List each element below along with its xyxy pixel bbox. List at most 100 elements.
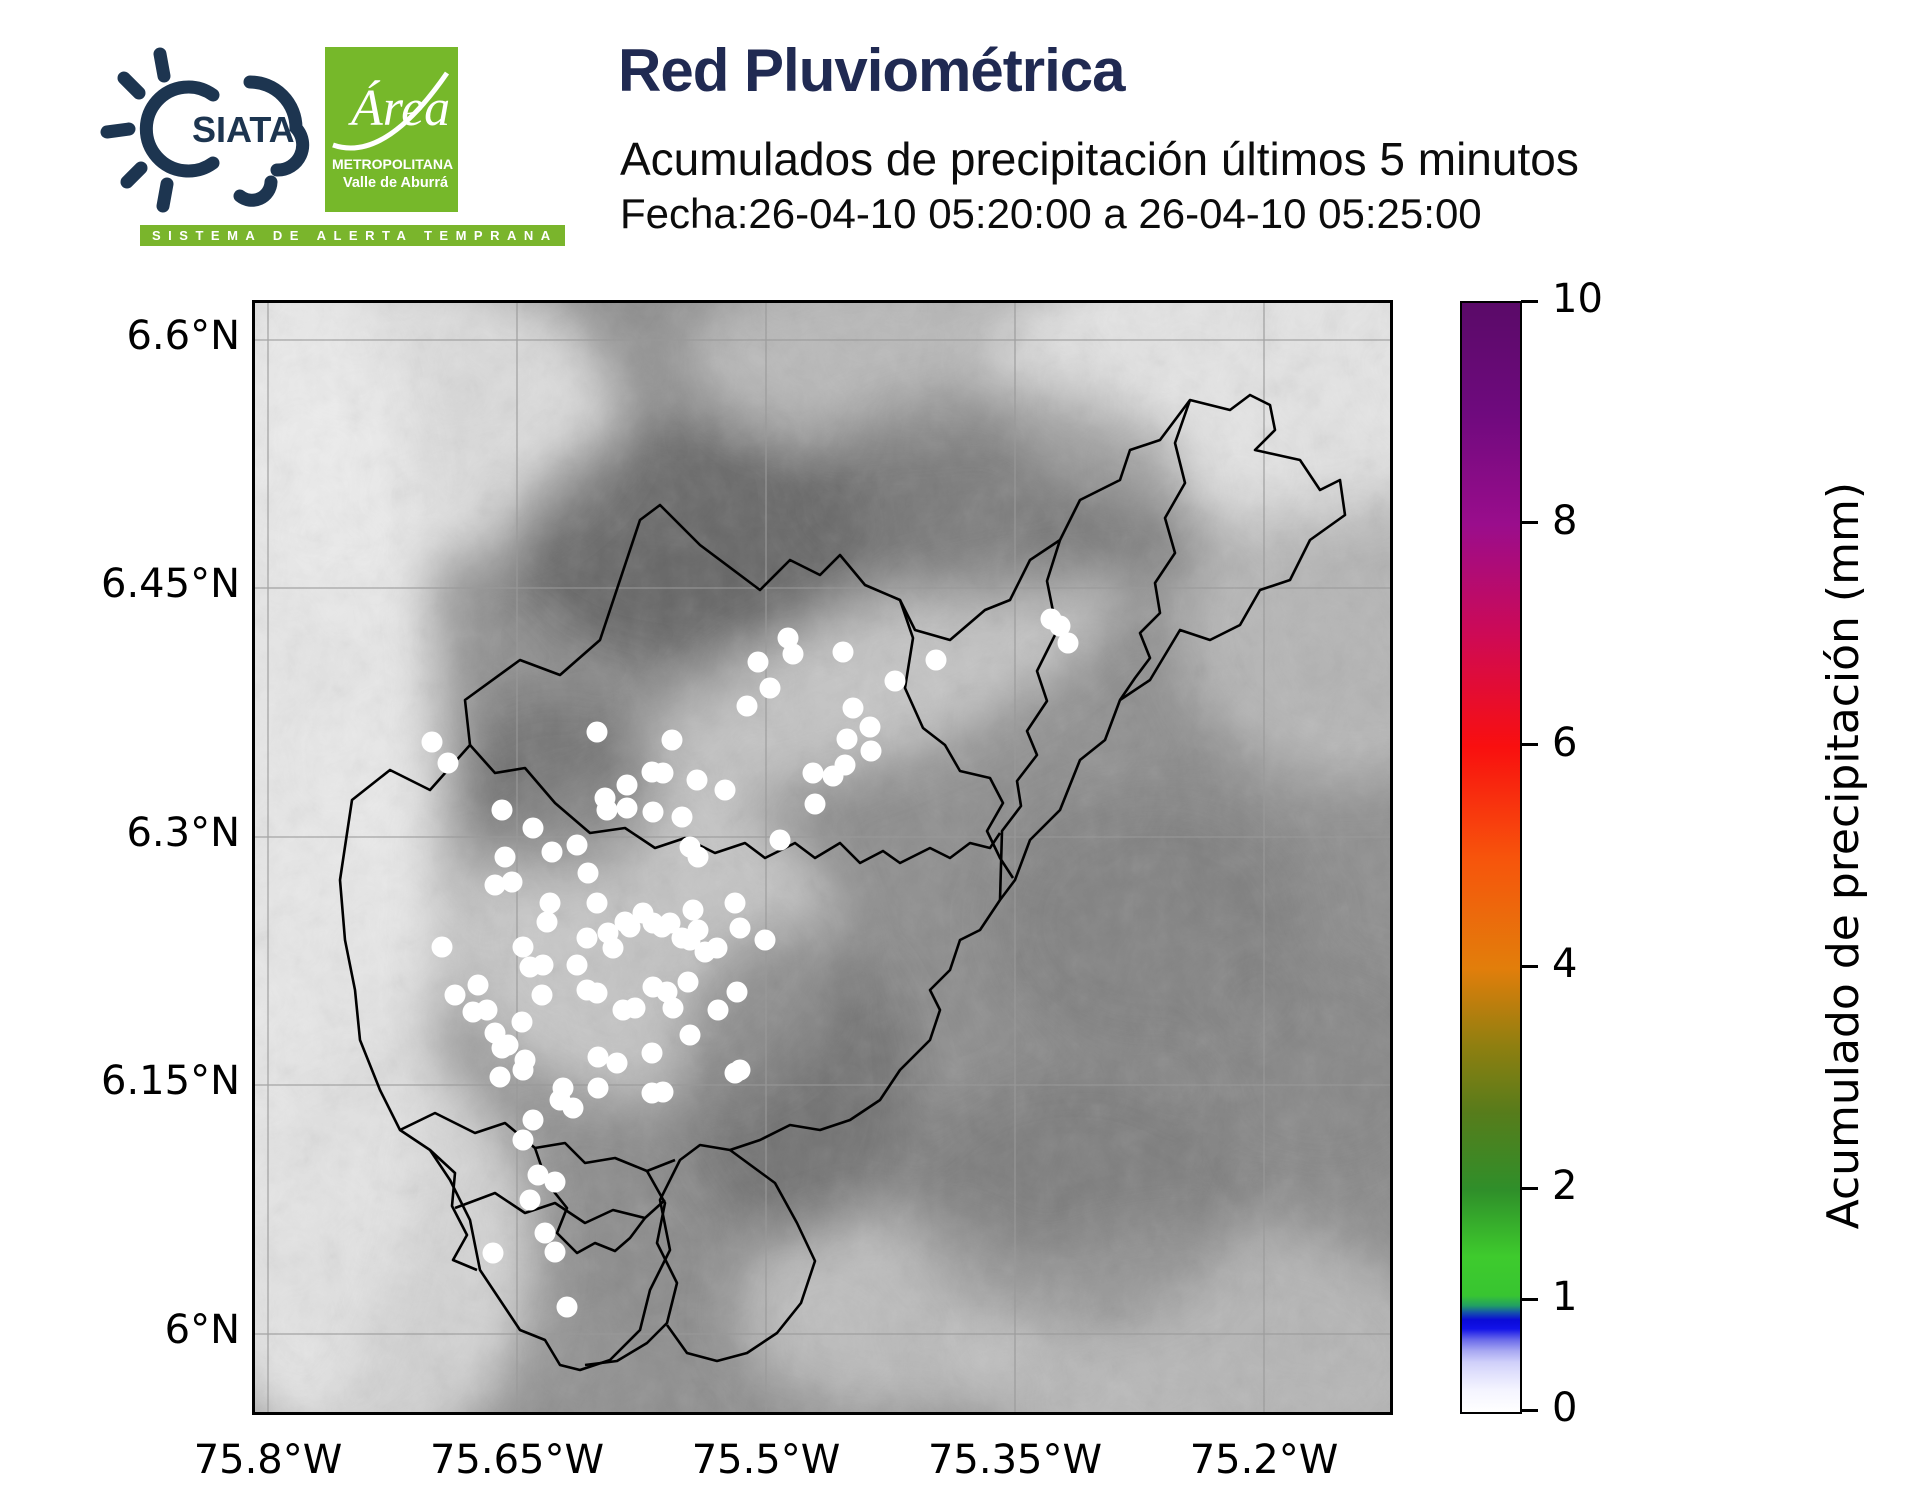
municipality-boundary xyxy=(429,1149,478,1272)
terrain-map xyxy=(255,303,1390,1412)
municipality-boundary xyxy=(454,1191,666,1225)
station-dot xyxy=(539,892,561,914)
colorbar-tick-label: 8 xyxy=(1552,497,1578,544)
station-dot xyxy=(444,984,466,1006)
colorbar-tick-mark xyxy=(1521,521,1538,525)
colorbar-tick-label: 1 xyxy=(1552,1274,1578,1321)
station-dot xyxy=(482,1242,504,1264)
colorbar-tick-mark xyxy=(1521,299,1538,303)
station-dot xyxy=(677,971,699,993)
colorbar-tick-mark xyxy=(1521,1408,1538,1412)
siata-sun-circle xyxy=(139,80,220,178)
station-dot xyxy=(859,716,881,738)
colorbar-axis-label-text: Acumulado de precipitación (mm) xyxy=(1817,481,1869,1230)
station-dot xyxy=(842,697,864,719)
y-tick-label: 6.45°N xyxy=(101,561,240,607)
station-dot xyxy=(512,936,534,958)
colorbar-tick-label: 6 xyxy=(1552,719,1578,766)
station-dot xyxy=(437,752,459,774)
station-dot xyxy=(606,1052,628,1074)
station-dot xyxy=(522,817,544,839)
station-dot xyxy=(544,1171,566,1193)
station-dot xyxy=(587,1077,609,1099)
station-dot xyxy=(596,799,618,821)
station-dot xyxy=(522,1109,544,1131)
y-tick-label: 6.3°N xyxy=(126,810,240,856)
station-dot xyxy=(707,999,729,1021)
station-dot xyxy=(489,1066,511,1088)
precipitation-colorbar xyxy=(1460,301,1522,1414)
area-logo-swash xyxy=(332,71,450,151)
x-tick-label: 75.8°W xyxy=(193,1437,343,1483)
station-dot xyxy=(834,754,856,776)
area-logo-line2: METROPOLITANA xyxy=(332,156,453,172)
station-dot xyxy=(641,1042,663,1064)
station-dot xyxy=(671,806,693,828)
colorbar-tick-mark xyxy=(1521,743,1538,747)
municipality-boundary xyxy=(584,1170,679,1367)
station-dot xyxy=(661,729,683,751)
y-tick-label: 6°N xyxy=(164,1307,240,1353)
station-dot xyxy=(431,936,453,958)
colorbar-tick-label: 0 xyxy=(1552,1385,1578,1432)
x-tick-label: 75.35°W xyxy=(927,1437,1103,1483)
area-logo-line3: Valle de Aburrá xyxy=(343,175,449,191)
colorbar-tick-label: 10 xyxy=(1552,276,1603,323)
rain-gauge-stations xyxy=(421,608,1079,1318)
station-dot xyxy=(512,1129,534,1151)
station-dot xyxy=(860,740,882,762)
station-dot xyxy=(587,1046,609,1068)
station-dot xyxy=(659,912,681,934)
station-dot xyxy=(497,1034,519,1056)
station-dot xyxy=(679,1024,701,1046)
page-title: Red Pluviométrica xyxy=(618,37,1126,104)
page-subtitle: Acumulados de precipitación últimos 5 mi… xyxy=(620,133,1579,185)
municipality-boundary xyxy=(338,393,1347,1372)
station-dot xyxy=(836,728,858,750)
station-dot xyxy=(662,997,684,1019)
station-dot xyxy=(536,911,558,933)
station-dot xyxy=(556,1296,578,1318)
station-dot xyxy=(476,999,498,1021)
station-dot xyxy=(682,899,704,921)
station-dot xyxy=(802,762,824,784)
station-dot xyxy=(616,774,638,796)
station-dot xyxy=(747,651,769,673)
station-dot xyxy=(531,984,553,1006)
terrain-grain-texture xyxy=(255,303,1390,1412)
colorbar-tick-mark xyxy=(1521,1297,1538,1301)
station-dot xyxy=(566,834,588,856)
station-dot xyxy=(714,779,736,801)
siata-logo: SIATA xyxy=(100,47,310,213)
alert-system-banner: SISTEMA DE ALERTA TEMPRANA xyxy=(140,225,565,246)
municipality-boundary xyxy=(665,1148,817,1363)
siata-cloud-icon xyxy=(243,75,310,177)
station-dot xyxy=(726,981,748,1003)
station-dot xyxy=(724,1062,746,1084)
date-range: Fecha:26-04-10 05:20:00 a 26-04-10 05:25… xyxy=(620,190,1482,237)
station-dot xyxy=(925,649,947,671)
station-dot xyxy=(1057,632,1079,654)
municipality-boundary xyxy=(1118,399,1192,701)
station-dot xyxy=(619,916,641,938)
station-dot xyxy=(1049,615,1071,637)
municipality-boundaries xyxy=(338,393,1347,1372)
station-dot xyxy=(527,1164,549,1186)
station-dot xyxy=(782,643,804,665)
station-dot xyxy=(519,1189,541,1211)
colorbar-axis-label: Acumulado de precipitación (mm) xyxy=(1808,301,1878,1410)
station-dot xyxy=(616,797,638,819)
station-dot xyxy=(687,846,709,868)
station-dot xyxy=(562,1097,584,1119)
station-dot xyxy=(586,721,608,743)
colorbar-tick-mark xyxy=(1521,1186,1538,1190)
station-dot xyxy=(494,846,516,868)
station-dot xyxy=(421,731,443,753)
station-dot xyxy=(491,799,513,821)
station-dot xyxy=(576,927,598,949)
station-dot xyxy=(652,762,674,784)
station-dot xyxy=(624,997,646,1019)
y-tick-label: 6.15°N xyxy=(101,1058,240,1104)
station-dot xyxy=(736,695,758,717)
